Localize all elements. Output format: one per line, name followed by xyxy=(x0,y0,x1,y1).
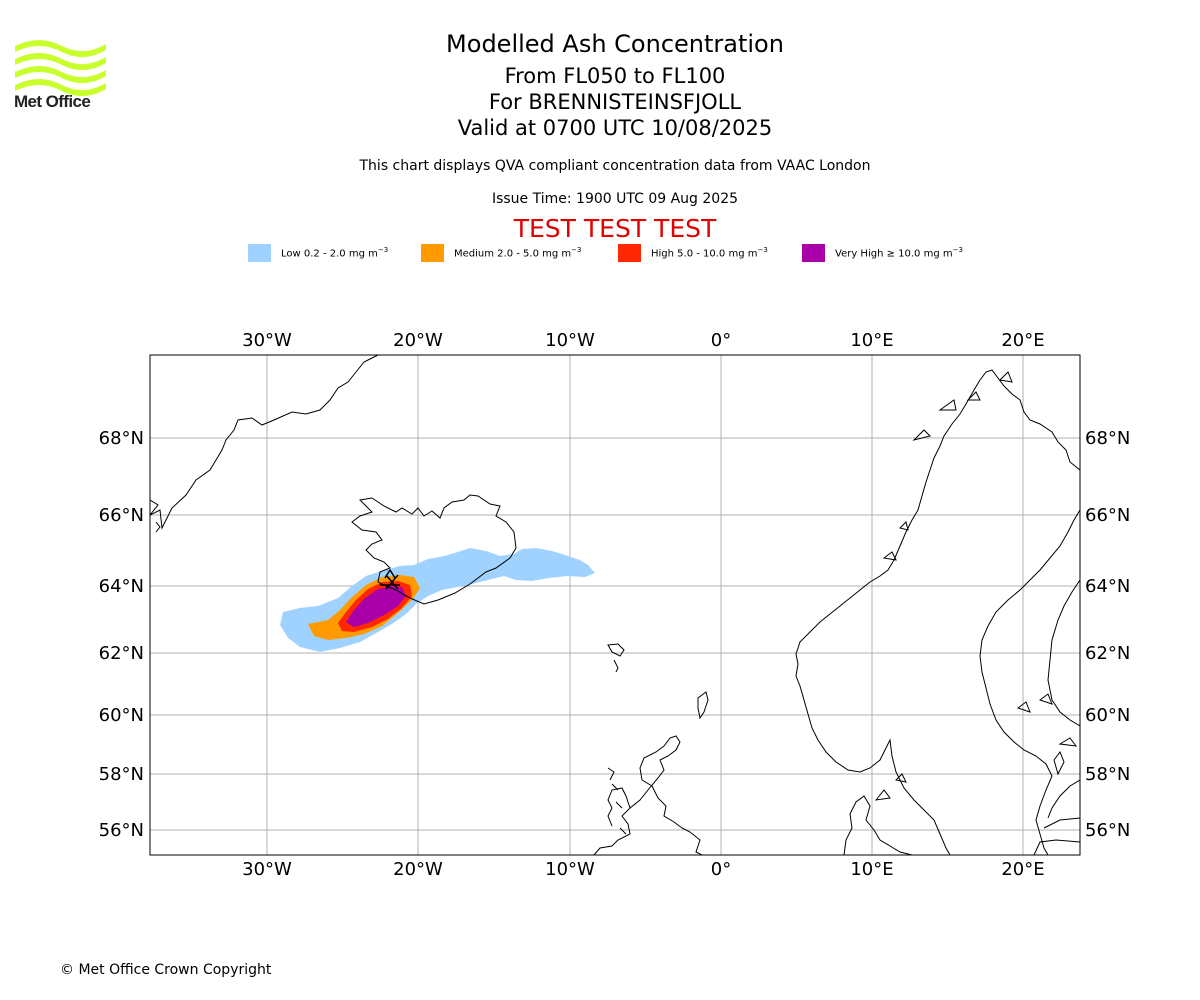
valid-time: Valid at 0700 UTC 10/08/2025 xyxy=(457,116,773,140)
flight-levels: From FL050 to FL100 xyxy=(504,64,726,88)
lon-label-top: 20°E xyxy=(1001,330,1044,351)
lat-label-right: 60°N xyxy=(1085,705,1130,726)
met-office-logo xyxy=(15,40,106,97)
lon-label-bottom: 20°E xyxy=(1001,859,1044,880)
lon-label-top: 0° xyxy=(711,330,731,351)
lat-label-left: 66°N xyxy=(99,505,144,526)
lat-label-left: 64°N xyxy=(99,576,144,597)
gotland xyxy=(1053,750,1065,776)
volcano-marker xyxy=(380,568,400,590)
legend-label-medium: Medium 2.0 - 5.0 mg m−3 xyxy=(454,246,582,260)
legend-swatch-low xyxy=(248,244,271,262)
lat-labels-right: 68°N 66°N 64°N 62°N 60°N 58°N 56°N xyxy=(1085,428,1130,841)
greenland-coast xyxy=(150,355,379,530)
danish-islands xyxy=(874,773,907,801)
shetland-islands xyxy=(697,691,709,720)
lat-label-left: 58°N xyxy=(99,764,144,785)
ash-contours xyxy=(280,548,595,652)
legend-swatch-high xyxy=(618,244,641,262)
scotland-coast xyxy=(593,735,703,855)
lat-label-right: 66°N xyxy=(1085,505,1130,526)
lat-label-right: 56°N xyxy=(1085,820,1130,841)
logo-wordmark: Met Office xyxy=(14,92,91,111)
test-banner: TEST TEST TEST xyxy=(513,214,717,243)
lon-label-bottom: 30°W xyxy=(242,859,292,880)
lat-label-right: 58°N xyxy=(1085,764,1130,785)
map-frame xyxy=(149,354,1081,856)
faroe-islands xyxy=(607,643,625,673)
lon-label-bottom: 0° xyxy=(711,859,731,880)
hebrides xyxy=(607,767,627,835)
lat-label-right: 64°N xyxy=(1085,576,1130,597)
legend-swatch-medium xyxy=(421,244,444,262)
lon-label-top: 10°E xyxy=(850,330,893,351)
lat-label-left: 62°N xyxy=(99,643,144,664)
sweden-coast xyxy=(979,509,1080,855)
lon-label-bottom: 20°W xyxy=(393,859,443,880)
issue-time: Issue Time: 1900 UTC 09 Aug 2025 xyxy=(491,191,739,207)
greenland-islet xyxy=(155,521,161,533)
lon-label-top: 10°W xyxy=(545,330,595,351)
legend-low: Low 0.2 - 2.0 mg m−3 xyxy=(248,244,388,262)
iceland-coast xyxy=(351,494,517,605)
legend-label-low: Low 0.2 - 2.0 mg m−3 xyxy=(281,246,389,260)
map-content xyxy=(150,355,1080,855)
volcano-name: For BRENNISTEINSFJOLL xyxy=(488,90,742,114)
lon-label-top: 20°W xyxy=(393,330,443,351)
legend-very-high: Very High ≥ 10.0 mg m−3 xyxy=(802,244,963,262)
norway-coast xyxy=(795,369,1080,855)
lat-label-right: 68°N xyxy=(1085,428,1130,449)
legend-high: High 5.0 - 10.0 mg m−3 xyxy=(618,244,768,262)
legend-medium: Medium 2.0 - 5.0 mg m−3 xyxy=(421,244,581,262)
baltic-coast xyxy=(1033,779,1080,855)
lat-label-left: 56°N xyxy=(99,820,144,841)
lon-label-bottom: 10°W xyxy=(545,859,595,880)
lat-label-left: 60°N xyxy=(99,705,144,726)
estonia-islands xyxy=(1058,737,1078,747)
gridlines xyxy=(150,355,1080,855)
qva-note: This chart displays QVA compliant concen… xyxy=(359,158,871,174)
finland-coast xyxy=(1047,579,1080,727)
lon-labels-bottom: 30°W 20°W 10°W 0° 10°E 20°E xyxy=(242,859,1044,880)
lon-label-bottom: 10°E xyxy=(850,859,893,880)
denmark-coast xyxy=(843,795,913,855)
lat-labels-left: 68°N 66°N 64°N 62°N 60°N 58°N 56°N xyxy=(99,428,144,841)
coastlines xyxy=(150,355,1080,855)
aland-islands xyxy=(1016,693,1053,713)
legend-label-very-high: Very High ≥ 10.0 mg m−3 xyxy=(835,246,963,260)
legend-swatch-very-high xyxy=(802,244,825,262)
lon-label-top: 30°W xyxy=(242,330,292,351)
chart-title: Modelled Ash Concentration xyxy=(446,30,784,58)
lat-label-left: 68°N xyxy=(99,428,144,449)
legend-label-high: High 5.0 - 10.0 mg m−3 xyxy=(651,246,768,260)
copyright-notice: © Met Office Crown Copyright xyxy=(60,962,272,978)
lat-label-right: 62°N xyxy=(1085,643,1130,664)
ash-very-high xyxy=(346,586,406,627)
norway-islands xyxy=(882,371,1013,561)
lon-labels-top: 30°W 20°W 10°W 0° 10°E 20°E xyxy=(242,330,1044,351)
